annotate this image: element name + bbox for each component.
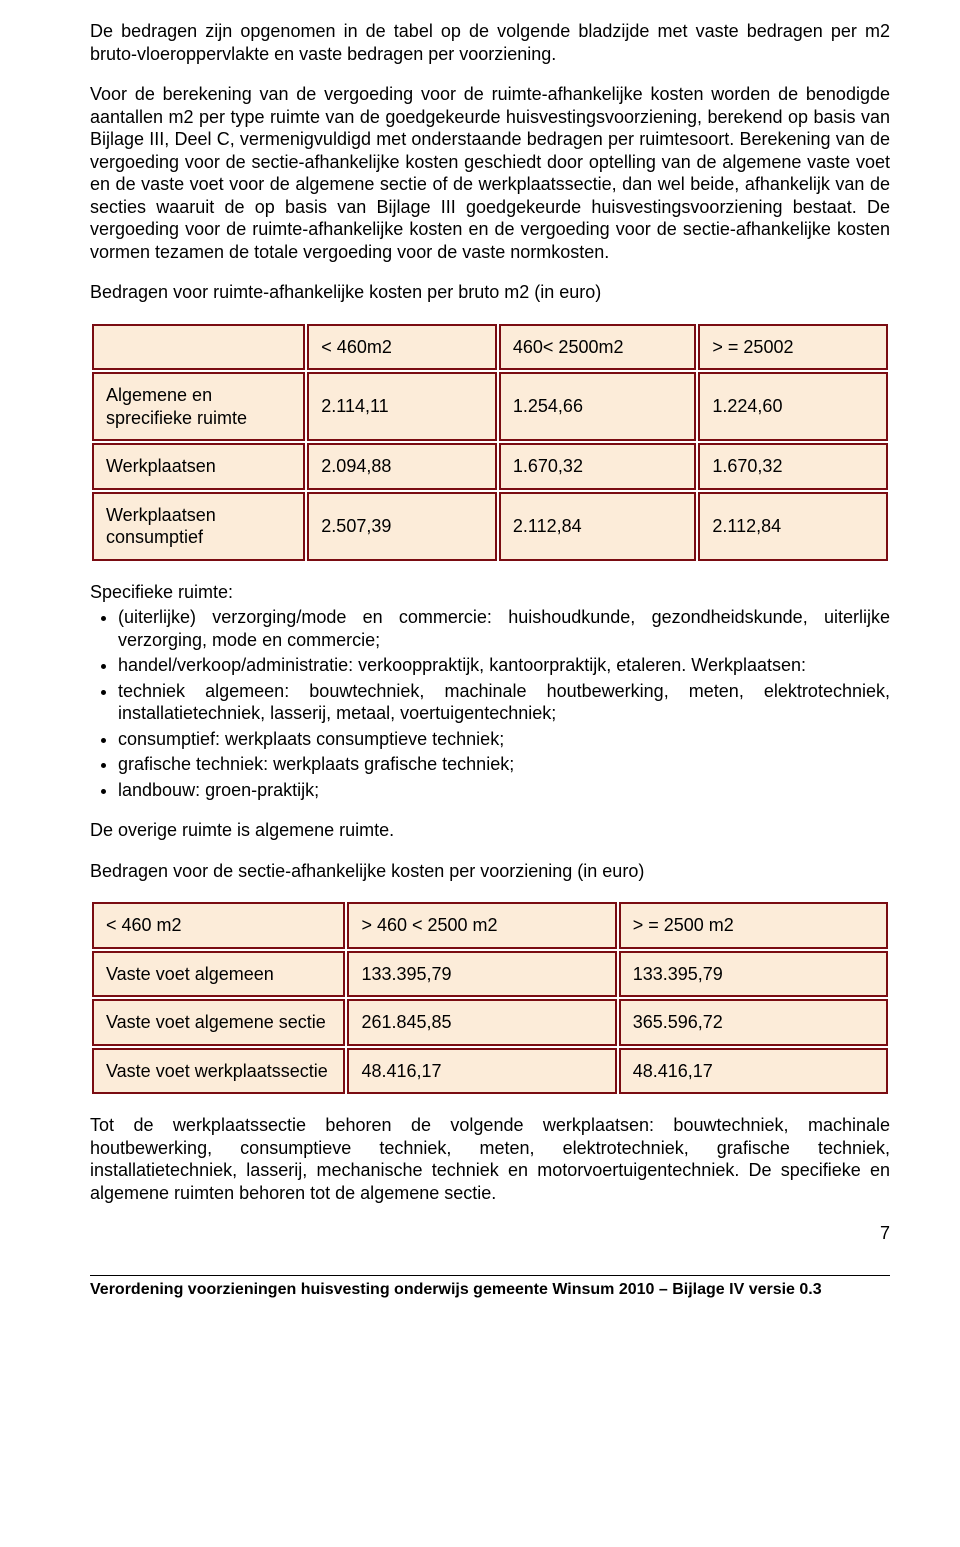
table2-caption: Bedragen voor de sectie-afhankelijke kos… <box>90 860 890 883</box>
list-item: consumptief: werkplaats consumptieve tec… <box>118 728 890 751</box>
table-cell: Werkplaatsen consumptief <box>92 492 305 561</box>
table-cell: Algemene en sprecifieke ruimte <box>92 372 305 441</box>
table-sectie-kosten: < 460 m2 > 460 < 2500 m2 > = 2500 m2 Vas… <box>90 900 890 1096</box>
table-cell: 48.416,17 <box>347 1048 616 1095</box>
table1-caption: Bedragen voor ruimte-afhankelijke kosten… <box>90 281 890 304</box>
table-cell: > 460 < 2500 m2 <box>347 902 616 949</box>
table-row: Algemene en sprecifieke ruimte 2.114,11 … <box>92 372 888 441</box>
table-cell: Vaste voet algemene sectie <box>92 999 345 1046</box>
table-cell: 1.670,32 <box>499 443 697 490</box>
paragraph-intro-1: De bedragen zijn opgenomen in de tabel o… <box>90 20 890 65</box>
table-cell: 2.094,88 <box>307 443 497 490</box>
paragraph-intro-2: Voor de berekening van de vergoeding voo… <box>90 83 890 263</box>
footer-text: Verordening voorzieningen huisvesting on… <box>90 1280 822 1300</box>
paragraph-werkplaatssectie: Tot de werkplaatssectie behoren de volge… <box>90 1114 890 1204</box>
table-cell: < 460 m2 <box>92 902 345 949</box>
table-row: Werkplaatsen 2.094,88 1.670,32 1.670,32 <box>92 443 888 490</box>
bullet-list: (uiterlijke) verzorging/mode en commerci… <box>90 606 890 801</box>
table-cell: Werkplaatsen <box>92 443 305 490</box>
list-item: (uiterlijke) verzorging/mode en commerci… <box>118 606 890 651</box>
table-cell: 365.596,72 <box>619 999 888 1046</box>
table-cell: 48.416,17 <box>619 1048 888 1095</box>
list-item: landbouw: groen-praktijk; <box>118 779 890 802</box>
table-cell: > = 25002 <box>698 324 888 371</box>
table-cell: 133.395,79 <box>619 951 888 998</box>
table-cell: < 460m2 <box>307 324 497 371</box>
table-cell: > = 2500 m2 <box>619 902 888 949</box>
table-cell: 2.112,84 <box>698 492 888 561</box>
page-number: 7 <box>90 1222 890 1245</box>
table-cell: 2.507,39 <box>307 492 497 561</box>
table-row: Vaste voet algemeen 133.395,79 133.395,7… <box>92 951 888 998</box>
list-item: techniek algemeen: bouwtechniek, machina… <box>118 680 890 725</box>
table-cell: 1.224,60 <box>698 372 888 441</box>
paragraph-overige: De overige ruimte is algemene ruimte. <box>90 819 890 842</box>
table-cell: 133.395,79 <box>347 951 616 998</box>
table-cell: 1.670,32 <box>698 443 888 490</box>
table-cell: Vaste voet algemeen <box>92 951 345 998</box>
table-cell <box>92 324 305 371</box>
table-row: < 460m2 460< 2500m2 > = 25002 <box>92 324 888 371</box>
footer: Verordening voorzieningen huisvesting on… <box>90 1280 890 1300</box>
table-row: Werkplaatsen consumptief 2.507,39 2.112,… <box>92 492 888 561</box>
table-row: Vaste voet algemene sectie 261.845,85 36… <box>92 999 888 1046</box>
table-cell: 2.112,84 <box>499 492 697 561</box>
table-cell: 460< 2500m2 <box>499 324 697 371</box>
table-ruimte-kosten: < 460m2 460< 2500m2 > = 25002 Algemene e… <box>90 322 890 563</box>
table-cell: Vaste voet werkplaatssectie <box>92 1048 345 1095</box>
table-cell: 2.114,11 <box>307 372 497 441</box>
page-container: De bedragen zijn opgenomen in de tabel o… <box>0 0 960 1330</box>
footer-rule <box>90 1275 890 1276</box>
table-cell: 1.254,66 <box>499 372 697 441</box>
table-row: < 460 m2 > 460 < 2500 m2 > = 2500 m2 <box>92 902 888 949</box>
list-item: handel/verkoop/administratie: verkooppra… <box>118 654 890 677</box>
list-item: grafische techniek: werkplaats grafische… <box>118 753 890 776</box>
table-row: Vaste voet werkplaatssectie 48.416,17 48… <box>92 1048 888 1095</box>
specifieke-ruimte-lead: Specifieke ruimte: <box>90 581 890 604</box>
table-cell: 261.845,85 <box>347 999 616 1046</box>
